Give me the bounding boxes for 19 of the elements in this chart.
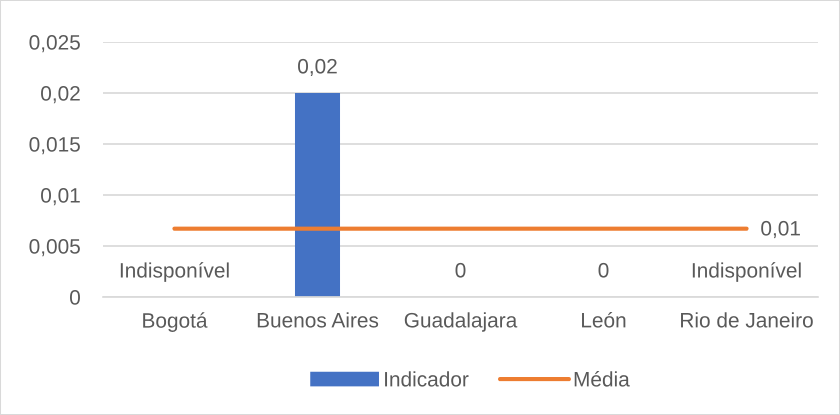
data-label: 0,02 — [298, 58, 337, 76]
data-label: 0 — [456, 262, 466, 278]
y-tick-label: 0,005 — [29, 239, 80, 256]
x-tick-label: Rio de Janeiro — [681, 312, 813, 328]
y-tick-label: 0,01 — [41, 188, 80, 206]
x-tick-label: Guadalajara — [404, 312, 518, 332]
x-tick-label: Buenos Aires — [258, 312, 378, 328]
data-label: 0 — [598, 262, 608, 278]
legend-label: Indicador — [385, 371, 469, 387]
y-tick-label: 0,02 — [41, 86, 80, 104]
data-label: 0,01 — [761, 220, 800, 238]
x-tick-label: León — [582, 312, 626, 328]
y-tick-label: 0 — [70, 290, 80, 305]
text: Indisponível — [120, 262, 229, 282]
text: Indisponível — [692, 262, 801, 282]
y-tick-label: 0,025 — [29, 35, 80, 52]
y-tick-label: 0,015 — [29, 137, 80, 154]
x-tick-label: Bogotá — [143, 312, 208, 332]
legend-label: Média — [574, 371, 630, 387]
